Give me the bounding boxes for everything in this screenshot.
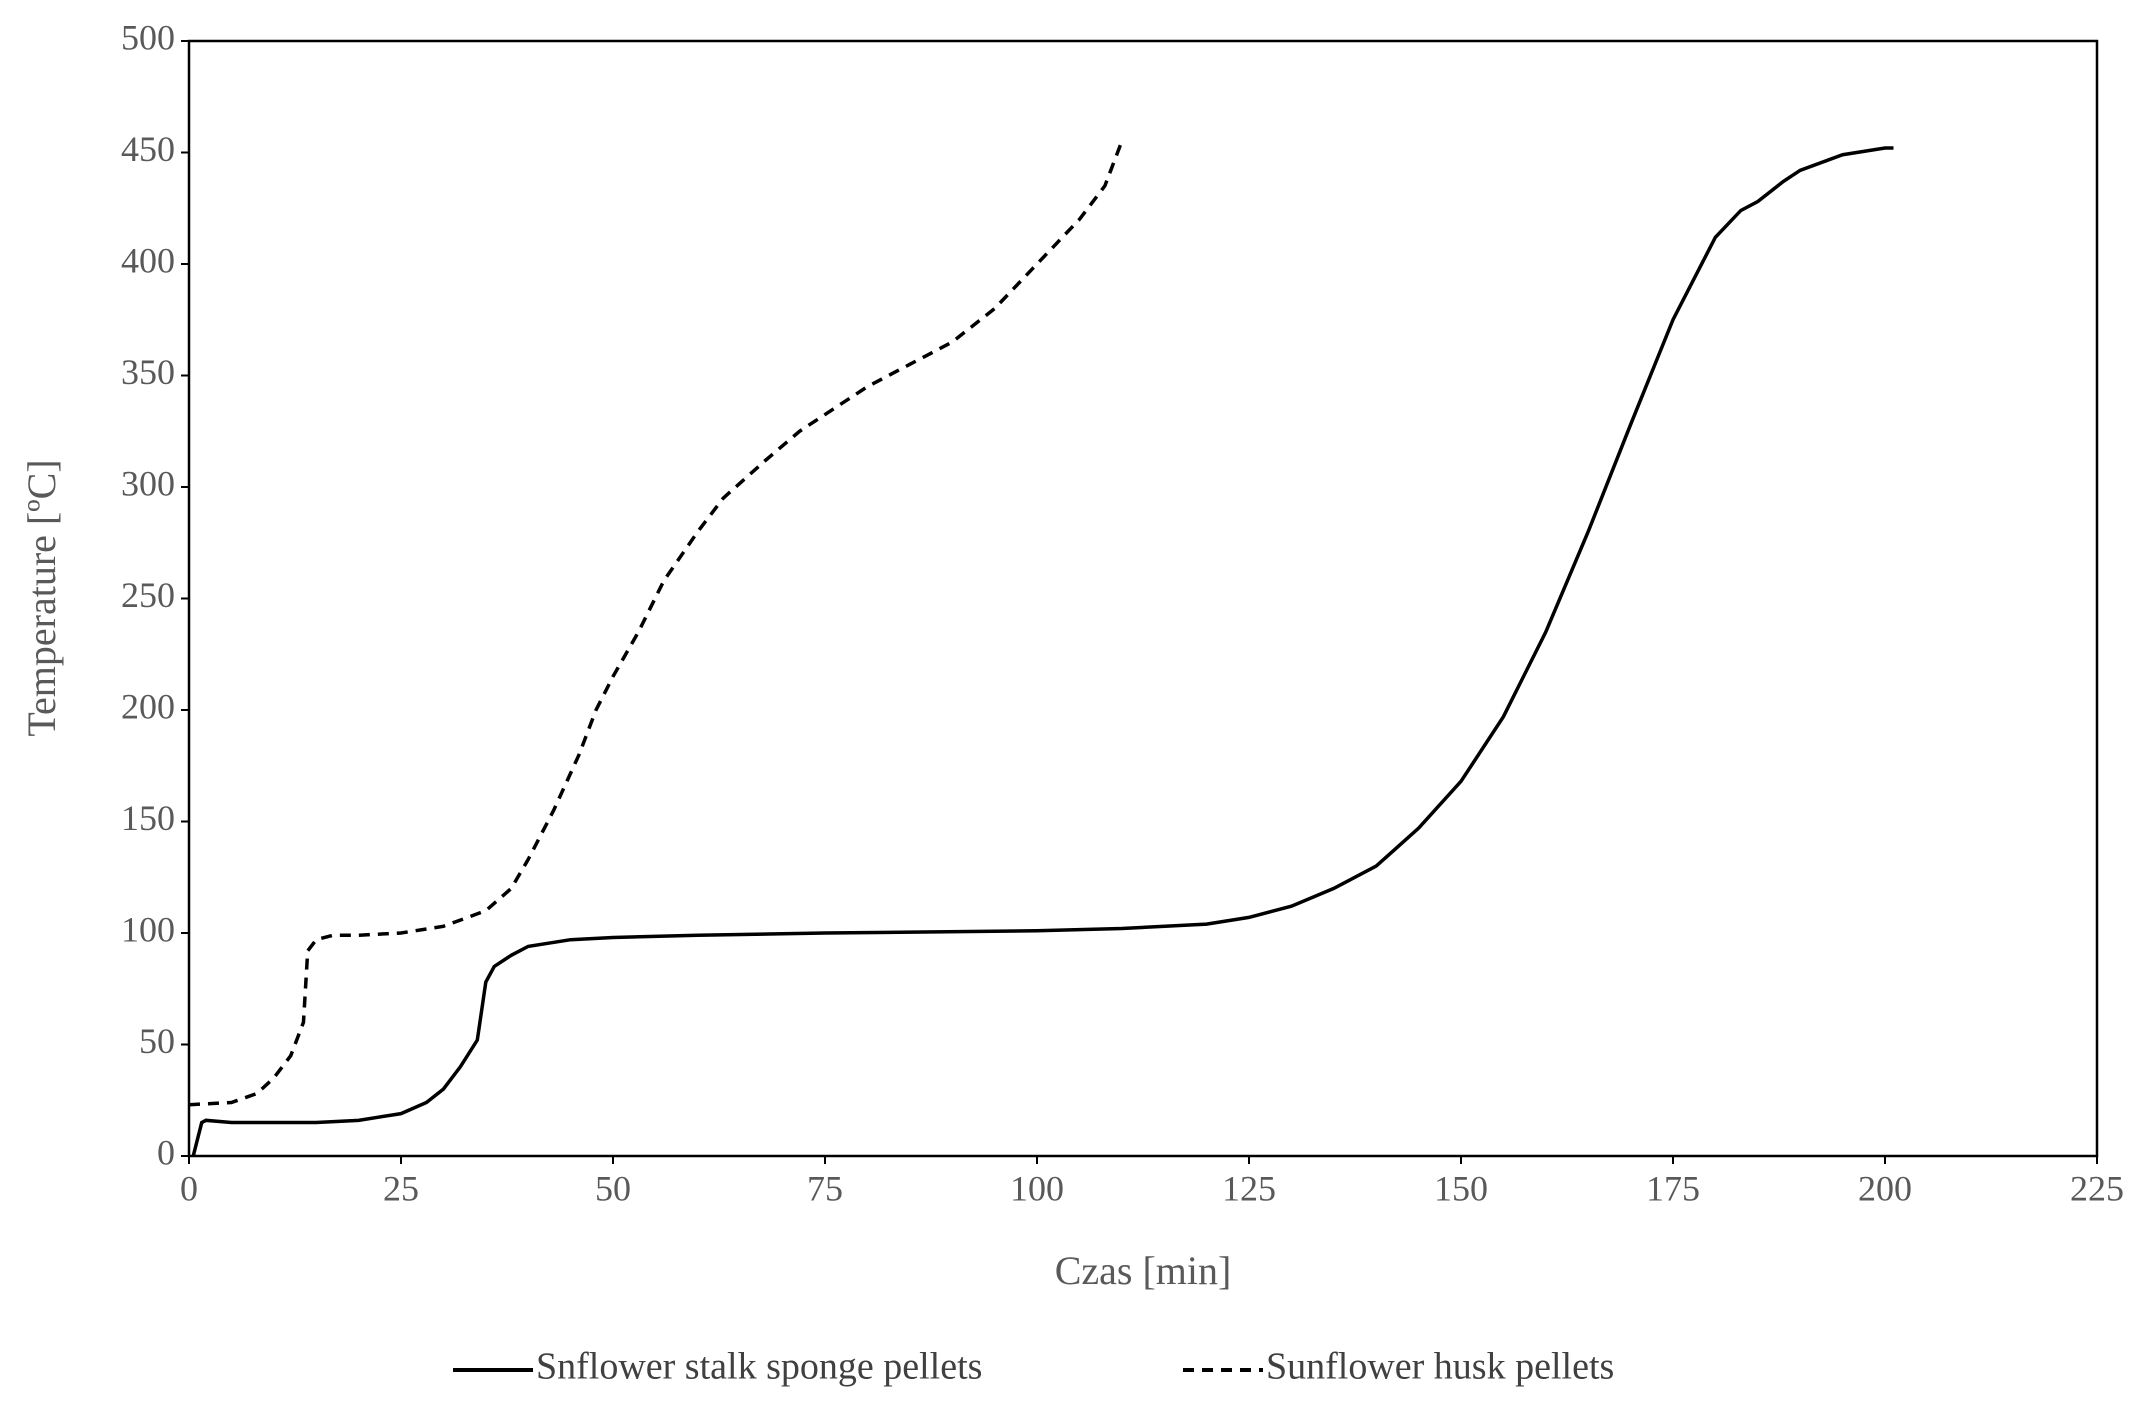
x-tick-label: 100 (1010, 1168, 1064, 1208)
x-tick-label: 225 (2070, 1168, 2124, 1208)
x-tick-label: 200 (1858, 1168, 1912, 1208)
y-tick-label: 150 (121, 798, 175, 838)
x-tick-label: 75 (807, 1168, 843, 1208)
plot-frame (187, 39, 2099, 1158)
legend-label: Snflower stalk sponge pellets (536, 1346, 982, 1388)
y-tick-label: 450 (121, 129, 175, 169)
y-tick-label: 0 (157, 1132, 175, 1172)
y-tick-label: 500 (121, 17, 175, 57)
y-tick-label: 200 (121, 686, 175, 726)
y-axis-title: Temperature [ºC] (19, 459, 64, 736)
x-tick-label: 50 (595, 1168, 631, 1208)
y-tick-label: 300 (121, 463, 175, 503)
series-line (188, 140, 1124, 1107)
x-tick-label: 125 (1222, 1168, 1276, 1208)
x-tick-label: 175 (1646, 1168, 1700, 1208)
x-axis-title: Czas [min] (1055, 1248, 1232, 1293)
y-tick-label: 100 (121, 909, 175, 949)
y-tick-label: 400 (121, 240, 175, 280)
x-tick-label: 25 (383, 1168, 419, 1208)
y-tick-label: 250 (121, 575, 175, 615)
y-tick-label: 350 (121, 352, 175, 392)
x-tick-label: 150 (1434, 1168, 1488, 1208)
legend-label: Sunflower husk pellets (1266, 1346, 1614, 1388)
series-line (191, 146, 1894, 1157)
y-tick-label: 50 (139, 1021, 175, 1061)
x-tick-label: 0 (180, 1168, 198, 1208)
